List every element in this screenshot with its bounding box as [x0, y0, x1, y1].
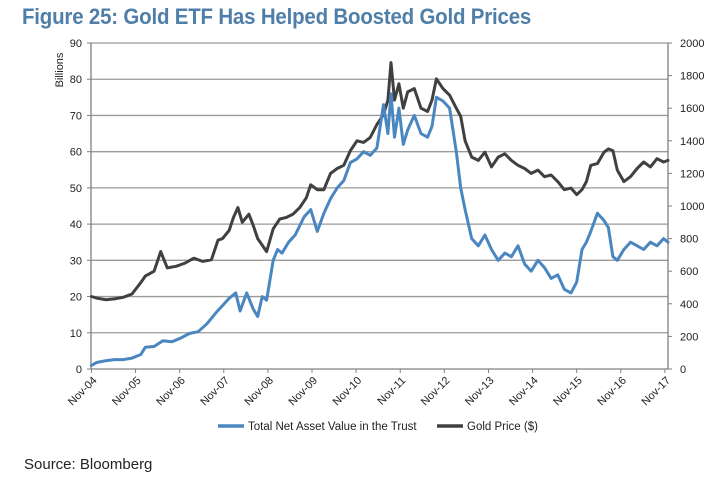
y-tick-label: 50	[70, 183, 82, 195]
x-tick-label: Nov-16	[595, 375, 629, 409]
legend-item-gold-price: Gold Price ($)	[437, 421, 538, 433]
x-tick-label: Nov-10	[331, 375, 365, 409]
y-axis-title: Billions	[54, 52, 66, 87]
legend-item-nav: Total Net Asset Value in the Trust	[218, 421, 417, 433]
y2-tick-label: 1000	[680, 201, 704, 213]
y-tick-label: 70	[70, 110, 82, 122]
y2-tick-label: 200	[680, 331, 698, 343]
x-tick-label: Nov-09	[287, 375, 321, 409]
y-tick-label: 0	[76, 364, 82, 376]
x-tick-label: Nov-17	[639, 375, 673, 409]
x-tick-label: Nov-13	[463, 375, 497, 409]
x-tick-label: Nov-12	[419, 375, 453, 409]
axes	[87, 42, 672, 373]
y-tick-label: 80	[70, 74, 82, 86]
y2-tick-label: 1200	[680, 168, 704, 180]
y2-tick-label: 600	[680, 266, 698, 278]
legend: Total Net Asset Value in the Trust Gold P…	[218, 421, 538, 433]
source-note: Source: Bloomberg	[24, 456, 153, 473]
y-tick-label: 10	[70, 328, 82, 340]
series-lines	[89, 61, 670, 367]
y2-tick-label: 1400	[680, 136, 704, 148]
x-tick-label: Nov-08	[242, 375, 276, 409]
x-tick-label: Nov-05	[110, 375, 144, 409]
x-tick-label: Nov-04	[66, 375, 100, 409]
tick-labels: 0 10 20 30 40 50 60 70 80 90 0 200 400 600 800 1000 1200…	[66, 38, 704, 408]
chart-title: Figure 25: Gold ETF Has Helped Boosted G…	[22, 4, 532, 29]
x-tick-label: Nov-14	[507, 375, 541, 409]
y2-tick-label: 400	[680, 299, 698, 311]
x-tick-label: Nov-15	[551, 375, 585, 409]
y2-tick-label: 1600	[680, 103, 704, 115]
y-tick-label: 90	[70, 38, 82, 50]
y-tick-label: 60	[70, 147, 82, 159]
y2-tick-label: 1800	[680, 71, 704, 83]
legend-label: Gold Price ($)	[467, 421, 538, 433]
series-line-nav	[89, 92, 670, 367]
y-tick-label: 30	[70, 255, 82, 267]
y-tick-label: 40	[70, 219, 82, 231]
y2-tick-label: 0	[680, 364, 686, 376]
legend-label: Total Net Asset Value in the Trust	[248, 421, 417, 433]
x-tick-label: Nov-11	[375, 375, 408, 408]
y-tick-label: 20	[70, 292, 82, 304]
series-line-gold-price	[89, 61, 670, 302]
y2-tick-label: 800	[680, 234, 698, 246]
y2-tick-label: 2000	[680, 38, 704, 50]
x-tick-label: Nov-06	[154, 375, 188, 409]
x-tick-label: Nov-07	[198, 375, 232, 409]
